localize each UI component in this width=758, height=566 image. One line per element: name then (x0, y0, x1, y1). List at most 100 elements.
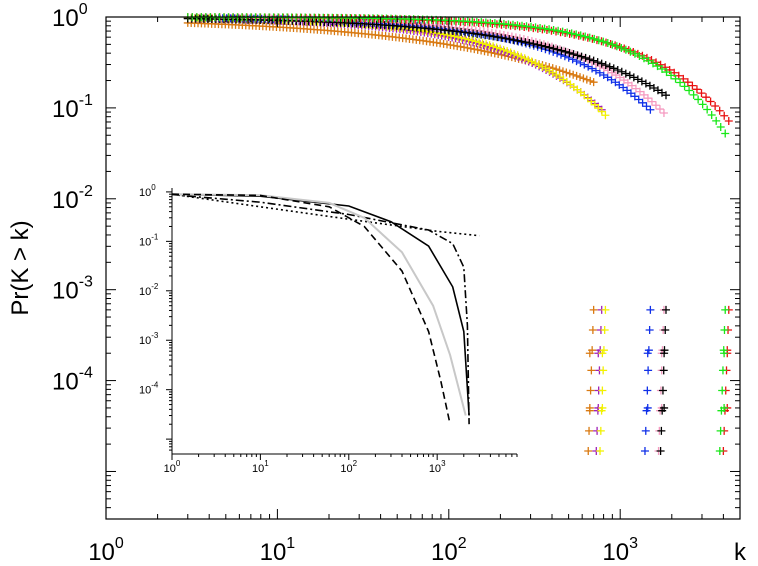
series-black-point (545, 43, 554, 52)
series-orange (183, 18, 598, 456)
series-black-point (645, 81, 654, 90)
x-tick-label: 102 (431, 535, 467, 566)
series-red-point (688, 81, 697, 90)
x-axis-label: k (734, 539, 747, 566)
series-black-point (617, 67, 626, 76)
series-black-point (661, 91, 670, 100)
series-black (183, 14, 670, 456)
series-yellow-point (506, 48, 515, 57)
series-green-point (680, 82, 689, 91)
series-green-point (558, 27, 567, 36)
series-black-point (605, 62, 614, 71)
series-orange-point (483, 47, 492, 56)
series-yellow-point (520, 54, 529, 63)
series-pink-point (655, 105, 664, 114)
series-red-point (724, 116, 733, 125)
x-tick-label: 100 (88, 535, 124, 566)
series-yellow-tail-point (598, 349, 607, 358)
series-black-point (493, 33, 502, 42)
series-black-point (529, 39, 538, 48)
series-green-point (718, 386, 727, 395)
series-green-point (644, 56, 653, 65)
series-orange-point (579, 74, 588, 83)
series-blue-point (560, 52, 569, 61)
series-green-point (685, 86, 694, 95)
series-black-point (505, 35, 514, 44)
series-black-tail-point (660, 403, 669, 412)
series-green-point (599, 37, 608, 46)
series-yellow-tail-point (598, 403, 607, 412)
series-green-point (567, 29, 576, 38)
series-pink-point (619, 76, 628, 85)
series-green-point (554, 26, 563, 35)
series-green-point (721, 305, 730, 314)
series-yellow-point (492, 43, 501, 52)
series-black-point (601, 61, 610, 70)
series-green-point (639, 54, 648, 63)
series-pink-point (643, 94, 652, 103)
series-blue-point (642, 102, 651, 111)
series-black-point (577, 52, 586, 61)
series-black-point (593, 58, 602, 67)
series-yellow-point (527, 57, 536, 66)
main-ticks-layer: 100 101 102 103 100 10-1 10-2 10-3 10-4 (52, 1, 741, 566)
series-red-point (706, 97, 715, 106)
series-pink-point (639, 90, 648, 99)
series-black-point (658, 386, 667, 395)
series-green-point (635, 51, 644, 60)
series-orange-point (588, 326, 597, 335)
series-black-point (569, 50, 578, 59)
series-black-point (641, 79, 650, 88)
series-green-point (549, 26, 558, 35)
series-green-point (718, 366, 727, 375)
series-orange-point (585, 426, 594, 435)
series-green-point (657, 64, 666, 73)
series-green-point (689, 90, 698, 99)
series-pink-point (651, 101, 660, 110)
y-tick-label: 100 (52, 1, 88, 32)
series-green-point (545, 25, 554, 34)
series-red-point (683, 78, 692, 87)
inset-y-tick-label: 10-1 (139, 232, 159, 248)
series-green-tail-point (720, 349, 729, 358)
series-green-point (694, 95, 703, 104)
series-yellow-point (447, 31, 456, 40)
series-yellow-point (598, 386, 607, 395)
main-plot-frame (105, 16, 741, 520)
series-black-point (497, 33, 506, 42)
series-pink-point (603, 66, 612, 75)
series-yellow-point (468, 36, 477, 45)
series-green-point (621, 45, 630, 54)
series-orange-point (589, 305, 598, 314)
series-green-point (540, 24, 549, 33)
y-axis-label: Pr(K > k) (7, 220, 34, 315)
series-yellow-point (590, 100, 599, 109)
inset-x-tick-label: 100 (164, 459, 181, 475)
series-black-point (585, 55, 594, 64)
inset-series-dashed (171, 193, 451, 425)
series-yellow-point (485, 41, 494, 50)
series-green-point (698, 100, 707, 109)
series-green-point (590, 34, 599, 43)
main-series-layer (183, 13, 733, 456)
series-black-point (653, 86, 662, 95)
series-red-point (697, 89, 706, 98)
series-green-point (585, 33, 594, 42)
series-orange-point (589, 78, 598, 87)
series-orange-point (576, 73, 585, 82)
series-green-point (662, 68, 671, 77)
inset-x-tick-label: 101 (252, 459, 269, 475)
series-black-point (541, 42, 550, 51)
series-yellow-point (538, 62, 547, 71)
series-green-point (608, 40, 617, 49)
series-black-point (521, 38, 530, 47)
series-green-point (536, 23, 545, 32)
series-yellow-point (597, 107, 606, 116)
inset-series-dash-dot (171, 193, 470, 425)
series-green-point (617, 43, 626, 52)
series-black-point (573, 51, 582, 60)
series-green-point (721, 129, 730, 138)
series-black-point (633, 75, 642, 84)
series-black-point (565, 48, 574, 57)
inset-background (172, 188, 517, 454)
